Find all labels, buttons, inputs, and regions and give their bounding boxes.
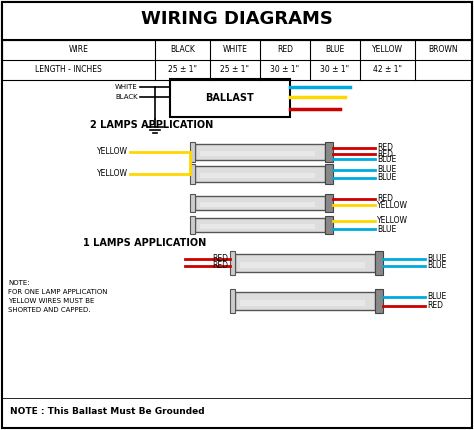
Text: RED: RED [377, 194, 393, 203]
Text: 25 ± 1": 25 ± 1" [168, 65, 197, 74]
Text: BLUE: BLUE [427, 254, 446, 263]
Text: LENGTH - INCHES: LENGTH - INCHES [35, 65, 102, 74]
Text: 30 ± 1": 30 ± 1" [320, 65, 349, 74]
Text: BLACK: BLACK [115, 94, 138, 100]
Bar [325, 163, 333, 184]
Text: 1 LAMPS APPLICATION: 1 LAMPS APPLICATION [83, 238, 207, 248]
Bar [200, 202, 315, 206]
Bar [190, 216, 195, 234]
Text: RED: RED [377, 150, 393, 159]
Bar [230, 251, 235, 275]
Text: 30 ± 1": 30 ± 1" [271, 65, 300, 74]
Bar [2, 2, 472, 40]
Bar [325, 216, 333, 234]
Text: BLUE: BLUE [427, 292, 446, 301]
Text: RED: RED [212, 254, 228, 263]
Text: 42 ± 1": 42 ± 1" [373, 65, 402, 74]
Text: WIRE: WIRE [69, 46, 89, 55]
Text: YELLOW: YELLOW [97, 169, 128, 178]
Text: BLUE: BLUE [377, 225, 396, 233]
Text: BLUE: BLUE [377, 166, 396, 175]
Bar [325, 141, 333, 163]
Text: RED: RED [377, 144, 393, 153]
Bar [375, 251, 383, 275]
Bar [190, 163, 195, 184]
Bar [375, 289, 383, 313]
Bar [240, 262, 365, 267]
Text: NOTE:
FOR ONE LAMP APPLICATION
YELLOW WIRES MUST BE
SHORTED AND CAPPED.: NOTE: FOR ONE LAMP APPLICATION YELLOW WI… [8, 280, 108, 313]
Text: BROWN: BROWN [428, 46, 458, 55]
Text: BALLAST: BALLAST [206, 93, 255, 103]
Bar [195, 196, 325, 210]
Bar [170, 79, 290, 117]
Text: BLUE: BLUE [427, 261, 446, 270]
Bar [230, 289, 235, 313]
Text: WIRING DIAGRAMS: WIRING DIAGRAMS [141, 10, 333, 28]
Text: RED: RED [427, 301, 443, 310]
Bar [190, 141, 195, 163]
Text: 25 ± 1": 25 ± 1" [220, 65, 249, 74]
Bar [235, 292, 375, 310]
Text: BLUE: BLUE [377, 155, 396, 164]
Bar [195, 218, 325, 232]
Text: WHITE: WHITE [223, 46, 247, 55]
Bar [200, 173, 315, 178]
Text: YELLOW: YELLOW [97, 147, 128, 157]
Bar [325, 194, 333, 212]
Bar [200, 224, 315, 228]
Bar [235, 254, 375, 272]
Text: RED: RED [277, 46, 293, 55]
Text: WHITE: WHITE [115, 84, 138, 90]
Bar [240, 300, 365, 305]
Text: BLUE: BLUE [377, 173, 396, 182]
Bar [200, 151, 315, 156]
Bar [195, 144, 325, 160]
Text: BLUE: BLUE [325, 46, 345, 55]
Text: NOTE : This Ballast Must Be Grounded: NOTE : This Ballast Must Be Grounded [10, 408, 205, 417]
Text: YELLOW: YELLOW [372, 46, 403, 55]
Bar [190, 194, 195, 212]
Text: YELLOW: YELLOW [377, 201, 408, 209]
Text: 2 LAMPS APPLICATION: 2 LAMPS APPLICATION [90, 120, 213, 130]
Text: BLACK: BLACK [170, 46, 195, 55]
Text: RED: RED [212, 261, 228, 270]
Bar [195, 166, 325, 182]
Text: YELLOW: YELLOW [377, 216, 408, 225]
